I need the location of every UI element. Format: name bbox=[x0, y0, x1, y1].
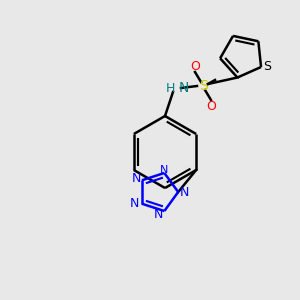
Text: N: N bbox=[130, 197, 139, 210]
Text: S: S bbox=[263, 61, 271, 74]
Text: N: N bbox=[179, 81, 189, 95]
Text: S: S bbox=[199, 79, 207, 93]
Text: N: N bbox=[160, 165, 169, 175]
Text: N: N bbox=[132, 172, 141, 185]
Text: O: O bbox=[190, 59, 200, 73]
Text: O: O bbox=[206, 100, 216, 112]
Text: N: N bbox=[180, 185, 190, 199]
Text: N: N bbox=[154, 208, 164, 220]
Text: H: H bbox=[166, 82, 175, 94]
